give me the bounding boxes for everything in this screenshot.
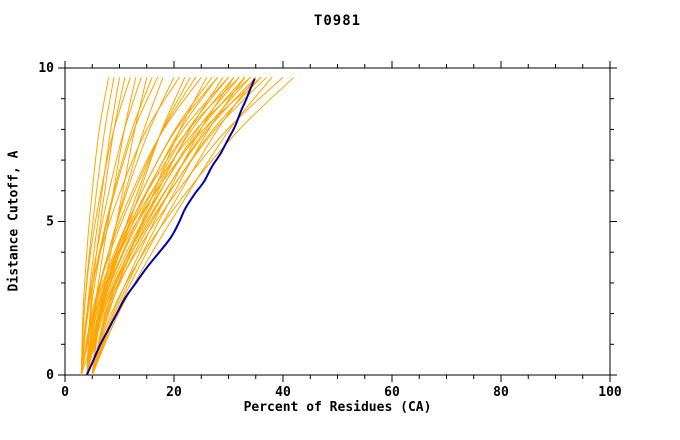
x-tick-label: 0 — [61, 385, 69, 400]
model-accuracy-curve — [80, 77, 153, 376]
plot-title: T0981 — [313, 13, 362, 29]
model-accuracy-curve — [86, 76, 267, 376]
highlighted-model-curve — [85, 78, 256, 376]
model-accuracy-curve — [86, 76, 202, 376]
model-accuracy-curve — [91, 76, 251, 376]
y-tick-label: 10 — [38, 61, 54, 76]
x-tick-label: 40 — [275, 385, 291, 400]
model-accuracy-curve — [91, 76, 273, 376]
model-accuracy-curve — [86, 76, 159, 376]
y-axis-label: Distance Cutoff, A — [6, 150, 22, 292]
model-accuracy-curve — [86, 76, 235, 376]
model-accuracy-curve — [86, 76, 262, 376]
model-accuracy-curve — [86, 76, 246, 376]
x-axis-label: Percent of Residues (CA) — [243, 400, 432, 415]
model-accuracy-curve — [91, 76, 235, 376]
y-tick-label: 5 — [46, 215, 54, 230]
model-accuracy-curve — [80, 77, 110, 376]
model-accuracy-curve — [91, 76, 257, 376]
x-tick-label: 60 — [384, 385, 400, 400]
model-accuracy-curve — [86, 76, 240, 376]
model-accuracy-curve — [91, 76, 246, 376]
x-tick-label: 20 — [166, 385, 182, 400]
model-accuracy-curve — [91, 76, 295, 376]
model-accuracy-curve — [86, 76, 284, 376]
model-accuracy-curve — [86, 76, 219, 376]
model-accuracy-curve — [80, 77, 131, 376]
model-accuracy-curve — [91, 76, 262, 376]
x-tick-label: 100 — [598, 385, 622, 400]
x-tick-label: 80 — [493, 385, 509, 400]
model-accuracy-curve — [91, 76, 229, 376]
model-accuracy-curve — [80, 76, 180, 376]
y-tick-label: 0 — [46, 368, 54, 383]
